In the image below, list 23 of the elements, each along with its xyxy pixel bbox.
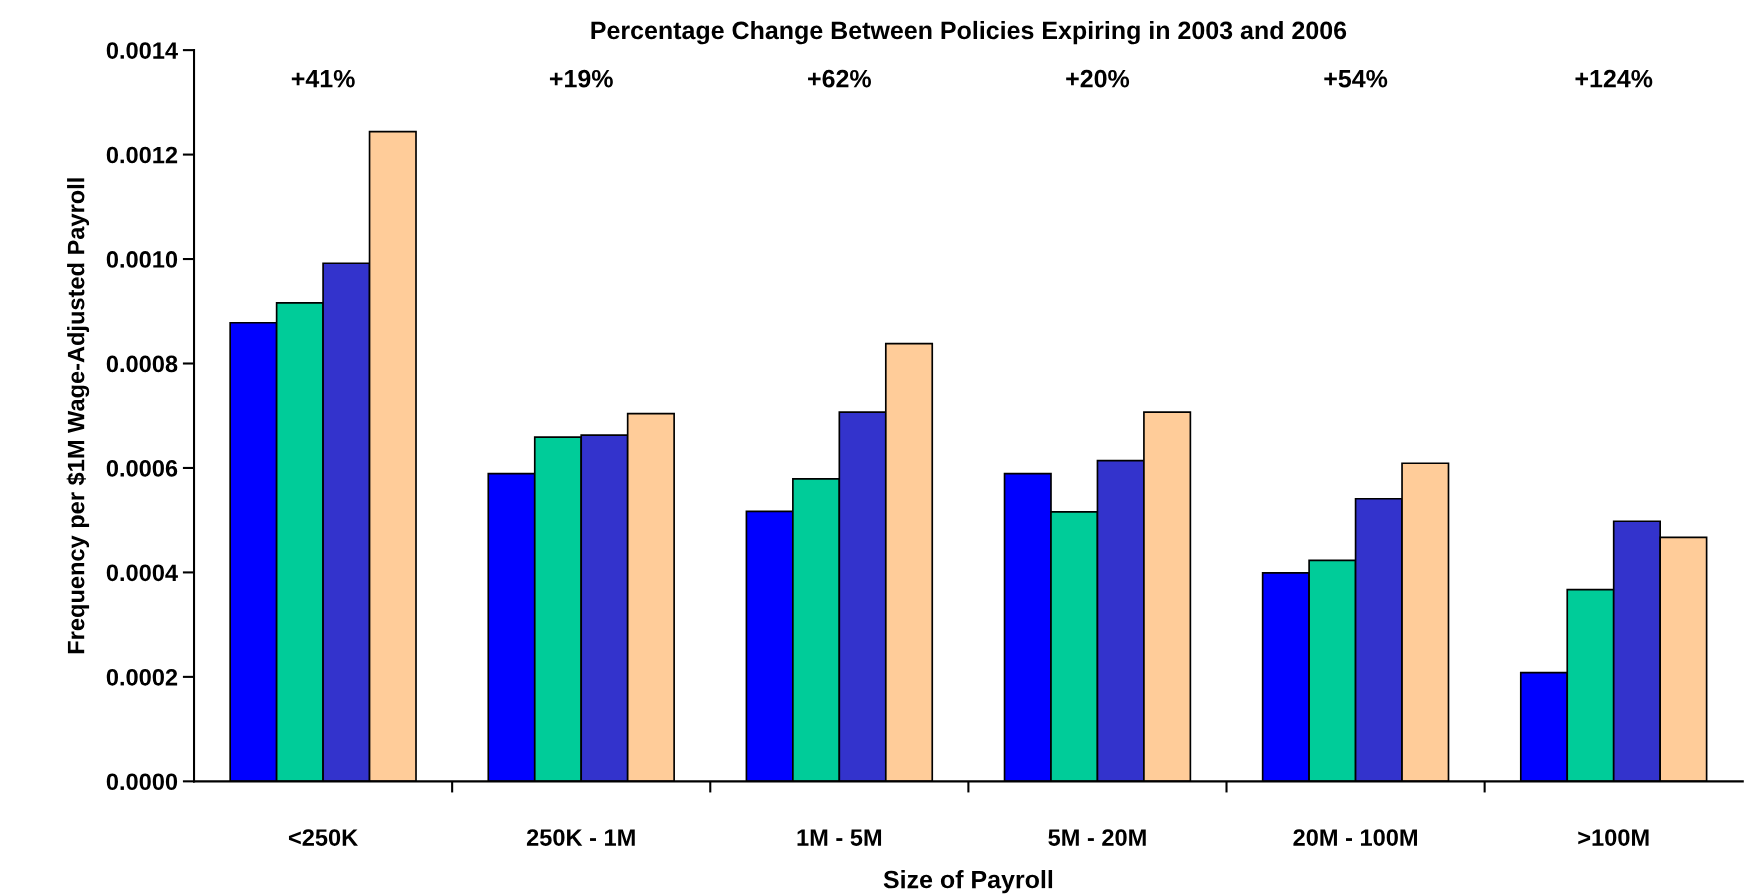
chart-title: Percentage Change Between Policies Expiring in 2003 and 2006 (591, 20, 1347, 45)
x-axis-title: Size of Payroll (883, 870, 1053, 894)
x-tick-label: 20M - 100M (1293, 829, 1417, 846)
y-tick-label: 0.0014 (106, 42, 178, 59)
annotation: +54% (1324, 69, 1388, 88)
y-tick-label: 0.0006 (106, 460, 178, 477)
y-axis-title: Frequency per $1M Wage-Adjusted Payroll (66, 178, 90, 654)
x-tick-label: 5M - 20M (1048, 829, 1146, 846)
y-tick-label: 0.0004 (106, 564, 178, 582)
y-tick-label: 0.0010 (106, 251, 178, 268)
annotation: +20% (1066, 69, 1130, 88)
y-tick-label: 0.0008 (106, 355, 178, 373)
x-tick-label: 1M - 5M (797, 829, 882, 846)
annotation: +124% (1575, 69, 1653, 88)
x-tick-label: <250K (288, 829, 358, 846)
x-tick-label: >100M (1578, 829, 1649, 846)
y-tick-label: 0.0002 (106, 668, 178, 686)
annotation: +41% (291, 69, 355, 88)
x-tick-label: 250K - 1M (526, 829, 635, 846)
y-tick-label: 0.0000 (106, 773, 178, 791)
annotation: +19% (549, 69, 613, 88)
annotation: +62% (808, 69, 871, 88)
y-tick-label: 0.0012 (106, 146, 178, 164)
